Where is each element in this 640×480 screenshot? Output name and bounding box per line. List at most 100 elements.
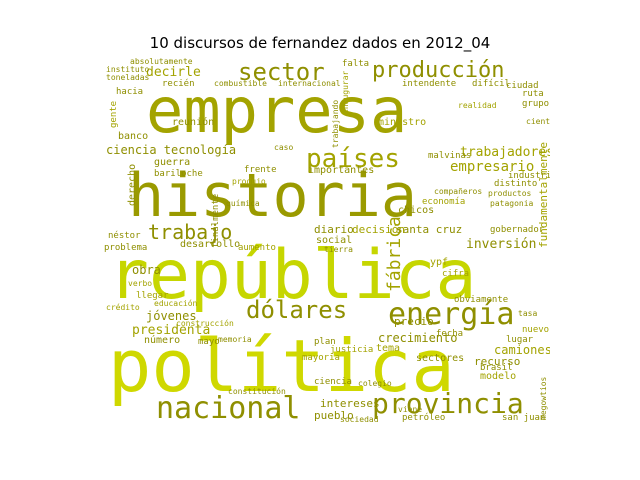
word-tasa: tasa [518, 309, 538, 318]
word-plan: plan [314, 337, 336, 347]
word-brasil: brasil [480, 363, 513, 373]
word-finalmente: finalmente [211, 193, 221, 248]
word-tema: tema [376, 343, 401, 354]
word-pueblo: pueblo [314, 409, 354, 422]
word-caso: caso [274, 143, 294, 152]
word-absolutamente: absolutamente [130, 58, 193, 66]
word-fecha: fecha [436, 329, 464, 339]
word-lugar: lugar [506, 335, 534, 345]
word-banco: banco [118, 131, 149, 142]
word-cifra: cifra [442, 269, 470, 279]
word-realidad: realidad [458, 101, 497, 110]
word-colegio: colegio [358, 379, 392, 388]
word-empresa: empresa [146, 74, 408, 147]
word-gente: gente [109, 100, 119, 128]
word-provincia: provincia [372, 387, 524, 420]
word-santa-cruz: santa cruz [396, 223, 463, 236]
word-nestor: néstor [108, 231, 141, 241]
word-llegar: llegar [136, 291, 169, 301]
word-sector: sector [238, 58, 325, 86]
word-trabajando: trabajando [331, 99, 340, 148]
word-grupo: grupo [522, 99, 550, 109]
word-crecimiento: crecimiento [378, 331, 458, 345]
word-nacional: nacional [156, 391, 301, 426]
word-social: social [316, 235, 353, 246]
word-desarrollo: desarrollo [180, 239, 241, 250]
word-presidenta: presidenta [132, 323, 211, 338]
word-numero: número [144, 335, 181, 346]
word-dificil: difícil [472, 79, 510, 89]
word-companeros: compañeros [434, 187, 483, 196]
word-memoria: memoria [218, 335, 252, 344]
word-obviamente: obviamente [454, 295, 509, 305]
word-inaugurar: inaugurar [341, 70, 350, 114]
word-internacional: internacional [278, 79, 341, 88]
word-educacion: educación [154, 299, 198, 308]
word-sociedad: sociedad [340, 415, 379, 424]
word-falta: falta [342, 59, 370, 69]
word-obra: obra [132, 263, 161, 277]
word-recurso: recurso [474, 355, 521, 368]
word-camiones: camiones [494, 343, 550, 357]
word-precio: precio [394, 315, 434, 328]
word-instituto: instituto [106, 65, 150, 74]
word-guerra: guerra [154, 157, 191, 168]
word-credito: crédito [106, 303, 140, 312]
word-decirle: decirle [146, 65, 201, 80]
word-jovenes: jóvenes [146, 309, 197, 323]
word-diario: diario [314, 223, 354, 236]
word-sectores: sectores [416, 353, 465, 364]
word-ruta: ruta [522, 89, 544, 99]
word-ciencia-tecnologia: ciencia tecnología [106, 143, 237, 157]
word-justicia: justicia [330, 345, 374, 355]
word-derecho: derecho [127, 163, 138, 206]
word-modelo: modelo [480, 371, 517, 382]
word-productos: productos [488, 189, 532, 198]
word-intereses: intereses [320, 397, 380, 410]
word-industria: industria [508, 171, 550, 181]
word-chicos: chicos [398, 205, 435, 216]
word-tierra: tierra [324, 245, 353, 254]
word-economia: economía [422, 197, 466, 207]
word-patagonia: patagonia [490, 199, 534, 208]
word-dolares: dólares [246, 296, 348, 324]
word-distinto: distinto [494, 179, 538, 189]
word-reunion: reunión [172, 117, 215, 128]
word-aumento: aumento [238, 243, 276, 253]
word-politica: política [108, 324, 455, 408]
word-nuevo: nuevo [522, 325, 550, 335]
word-energia: energía [388, 297, 515, 332]
word-constitucion: constitución [228, 387, 286, 396]
word-paises: países [306, 144, 400, 174]
word-inversion: inversión [466, 237, 537, 252]
word-ypf: ypf [430, 257, 449, 268]
word-cloud: empresa historia república política naci… [102, 58, 550, 427]
word-frente: frente [244, 165, 277, 175]
word-republica: república [108, 236, 477, 315]
word-san-juan: san juan [502, 413, 546, 423]
word-trabajadores: trabajadores [460, 145, 550, 160]
word-combustible: combustible [214, 79, 267, 88]
word-mayoria: mayoria [302, 353, 340, 363]
word-trabajo: trabajo [148, 220, 233, 244]
word-toneladas: toneladas [106, 73, 150, 82]
word-intendente: intendente [402, 79, 457, 89]
word-historia: historia [128, 161, 417, 231]
word-produjo: produjo [232, 177, 266, 186]
word-importantes: importantes [308, 165, 375, 176]
word-gobernador: gobernador [490, 225, 545, 235]
word-construccion: construcción [176, 319, 234, 328]
word-produccion: producción [372, 58, 505, 83]
word-ciento: ciento [526, 117, 550, 126]
figure-title: 10 discursos de fernandez dados en 2012_… [149, 34, 491, 52]
word-viene: viene [398, 405, 423, 414]
word-ciencia: ciencia [314, 377, 352, 387]
word-empresario: empresario [450, 159, 535, 175]
word-decision: decisión [352, 223, 405, 236]
word-petroleo: petróleo [402, 413, 446, 423]
word-ciudad: ciudad [506, 81, 539, 91]
word-fundamentalmente: fundamentalmente [537, 142, 550, 248]
word-recien: recién [162, 79, 195, 89]
word-bariloche: bariloche [154, 169, 203, 179]
word-verbo: verbo [128, 279, 153, 288]
